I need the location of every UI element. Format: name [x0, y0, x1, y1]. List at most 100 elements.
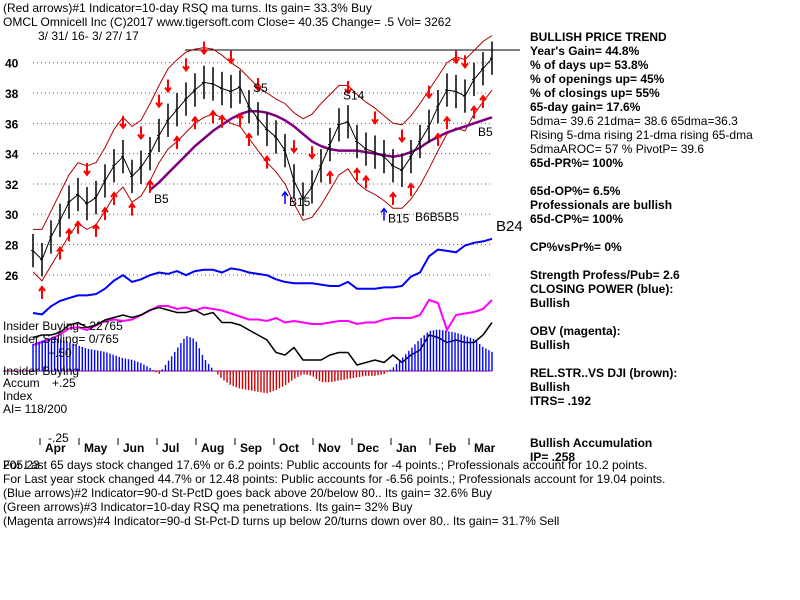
- stat-line: 65d-CP%= 100%: [530, 212, 624, 226]
- stat-line: [530, 254, 798, 268]
- sell-arrow: [164, 79, 172, 94]
- stat-line: Professionals are bullish: [530, 198, 673, 212]
- stat-line: [530, 352, 798, 366]
- month-label: Apr: [45, 441, 66, 455]
- stat-line: ITRS= .192: [530, 394, 592, 408]
- stat-line: CLOSING POWER (blue):: [530, 282, 674, 296]
- stat-line: OBV (magenta):: [530, 324, 621, 338]
- stat-line: [530, 310, 798, 324]
- month-label: Jan: [396, 441, 417, 455]
- buy-arrow: [74, 220, 82, 234]
- buy-arrow: [479, 94, 487, 109]
- stat-line: 65d-OP%= 6.5%: [530, 184, 621, 198]
- sell-arrow: [308, 146, 316, 160]
- plus25-label: +.25: [52, 376, 76, 390]
- signal-label: S5: [253, 81, 268, 95]
- buy-arrow: [326, 170, 334, 184]
- stat-line: CP%vsPr%= 0%: [530, 240, 622, 254]
- ai-label: AI= 118/200: [3, 402, 68, 416]
- sell-arrow: [182, 58, 190, 72]
- buy-arrow: [209, 109, 217, 124]
- buy-arrow: [434, 132, 442, 146]
- insider-selling-label: Insider Selling= 0/765: [3, 332, 119, 346]
- sell-arrow: [200, 41, 208, 56]
- bottom-code: 205.23: [3, 458, 40, 472]
- month-label: Aug: [201, 441, 224, 455]
- sell-arrow: [371, 111, 379, 125]
- blue-arrow: [380, 207, 388, 221]
- stat-line: REL.STR..VS DJI (brown):: [530, 366, 678, 380]
- month-label: May: [84, 441, 108, 455]
- sell-arrow: [227, 50, 235, 65]
- buy-arrow: [389, 191, 397, 206]
- month-label: Oct: [279, 441, 299, 455]
- buy-arrow: [191, 115, 199, 130]
- date-range: 3/ 31/ 16- 3/ 27/ 17: [38, 29, 139, 43]
- buy-arrow: [218, 114, 226, 128]
- minus25-label: -.25: [48, 431, 69, 445]
- sell-arrow: [344, 81, 352, 95]
- stat-line: BULLISH PRICE TREND: [530, 30, 667, 44]
- month-label: Dec: [357, 441, 379, 455]
- stat-line: Bullish Accumulation: [530, 436, 653, 450]
- stat-line: Rising 5-dma rising 21-dma rising 65-dma: [530, 128, 753, 142]
- buy-arrow: [470, 105, 478, 119]
- buy-arrow: [110, 191, 118, 206]
- indicator-1-title: (Red arrows)#1 Indicator=10-day RSQ ma t…: [3, 1, 372, 15]
- stat-line: 65-day gain= 17.6%: [530, 100, 641, 114]
- sell-arrow: [398, 129, 406, 144]
- stat-line: IP= .258: [530, 450, 576, 464]
- bottom-line-year: For Last year stock changed 44.7% or 12.…: [3, 472, 666, 486]
- stat-line: [530, 408, 798, 422]
- insider-buying-label: Insider Buying= 22765: [3, 319, 123, 333]
- stat-line: Bullish: [530, 296, 571, 310]
- y-tick-label: 40: [5, 57, 19, 71]
- buy-arrow: [128, 201, 136, 216]
- buy-arrow: [362, 174, 370, 189]
- sell-arrow: [119, 115, 127, 130]
- bottom-line-blue: (Blue arrows)#2 Indicator=90-d St-PctD g…: [3, 486, 492, 500]
- signal-label: B6B5B5: [415, 210, 459, 224]
- y-tick-label: 32: [5, 178, 19, 192]
- y-tick-label: 34: [5, 148, 19, 162]
- bottom-line-magenta: (Magenta arrows)#4 Indicator=90-d St-Pct…: [3, 514, 560, 528]
- signal-label: S14: [343, 88, 365, 102]
- buy-arrow: [407, 182, 415, 196]
- stats-panel: BULLISH PRICE TREND Year's Gain= 44.8% %…: [530, 30, 798, 464]
- stat-line: % of openings up= 45%: [530, 72, 665, 86]
- stat-line: 5dmaAROC= 57 % PivotP= 39.6: [530, 142, 705, 156]
- blue-arrow: [281, 190, 289, 204]
- plus50-label: +.50: [48, 346, 72, 360]
- buy-arrow: [101, 206, 109, 221]
- y-tick-label: 36: [5, 117, 19, 131]
- closing-power-line: [32, 237, 493, 316]
- month-label: Jul: [162, 441, 179, 455]
- ticker-header: OMCL Omnicell Inc (C)2017 www.tigersoft.…: [3, 15, 452, 29]
- ma65-line: [149, 109, 493, 191]
- sell-arrow: [290, 140, 298, 154]
- sell-arrow: [137, 126, 145, 141]
- buy-arrow: [236, 112, 244, 127]
- buy-arrow: [146, 179, 154, 193]
- signal-label: B15: [289, 195, 311, 209]
- month-label: Mar: [474, 441, 496, 455]
- stat-line: % of days up= 53.8%: [530, 58, 649, 72]
- index-label: Index: [3, 389, 33, 403]
- obv-line: [32, 298, 493, 346]
- buy-arrow: [92, 223, 100, 237]
- stat-line: 5dma= 39.6 21dma= 38.6 65dma=36.3: [530, 114, 738, 128]
- y-tick-label: 30: [5, 208, 19, 222]
- bottom-line-65d: For Last 65 days stock changed 17.6% or …: [3, 458, 648, 472]
- signal-label: B5: [154, 192, 169, 206]
- buy-arrow: [38, 285, 46, 299]
- buy-arrow: [263, 155, 271, 169]
- price-close-line: [32, 57, 493, 261]
- month-label: Sep: [240, 441, 262, 455]
- buy-arrow: [173, 135, 181, 149]
- sell-arrow: [461, 55, 469, 69]
- buy-arrow: [245, 132, 253, 146]
- sell-arrow: [155, 94, 163, 109]
- stat-line: [530, 226, 798, 240]
- sell-arrow: [254, 78, 262, 92]
